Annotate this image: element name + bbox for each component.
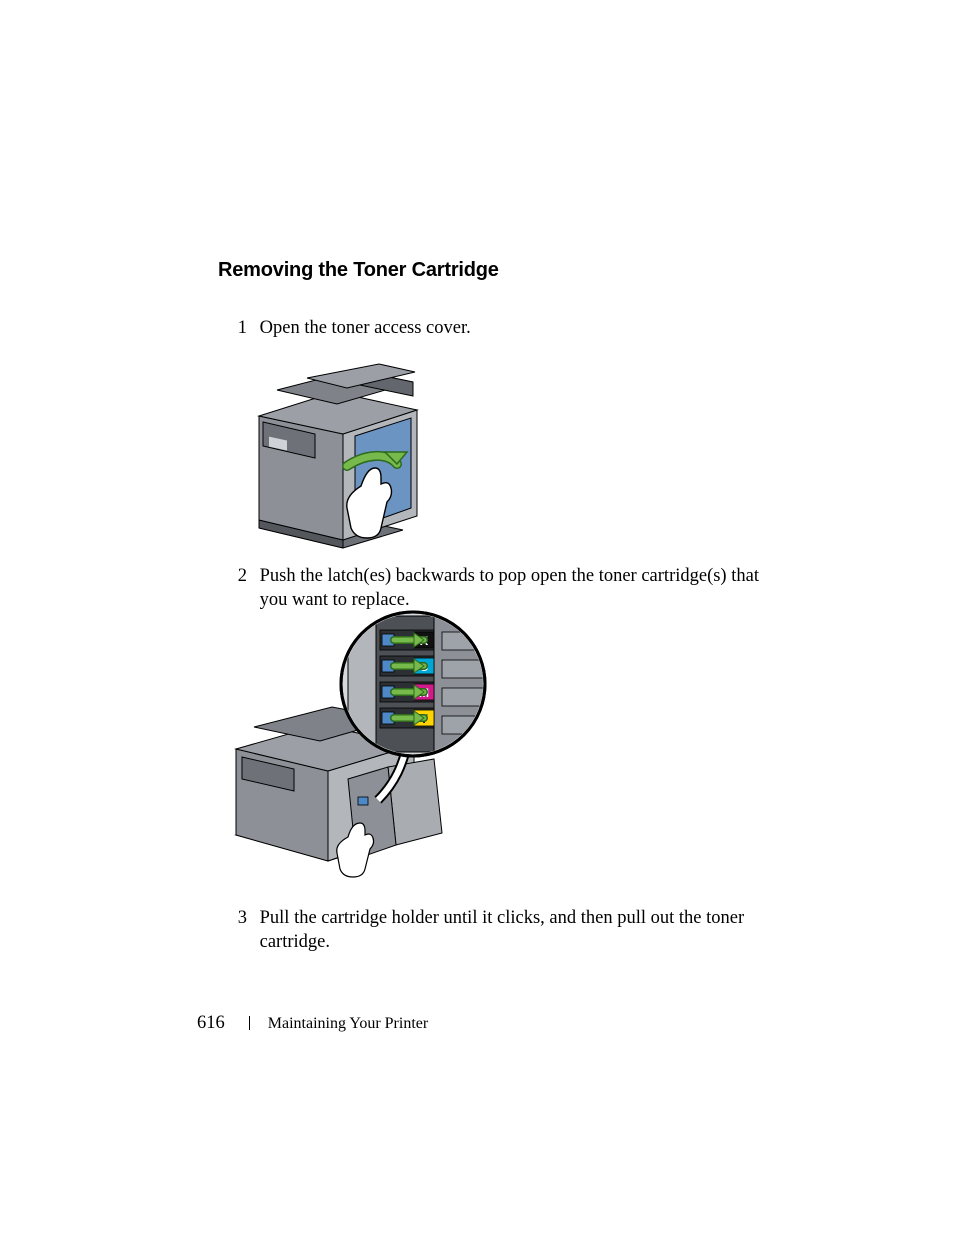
step-1: 1 Open the toner access cover. <box>225 316 785 340</box>
printer-open-cover-illustration <box>247 352 447 552</box>
step-number: 1 <box>225 316 247 340</box>
printer-latches-illustration: K C <box>228 610 508 895</box>
step-text: Push the latch(es) backwards to pop open… <box>260 564 780 613</box>
step-text: Open the toner access cover. <box>260 316 780 340</box>
page-number: 616 <box>197 1013 225 1034</box>
footer-section-title: Maintaining Your Printer <box>268 1015 428 1032</box>
figure-open-cover <box>247 352 447 552</box>
document-page: Removing the Toner Cartridge 1 Open the … <box>0 0 954 1235</box>
figure-latches: K C <box>228 610 508 895</box>
footer-separator <box>249 1016 250 1030</box>
step-3: 3 Pull the cartridge holder until it cli… <box>225 906 785 955</box>
page-footer: 616 Maintaining Your Printer <box>197 1013 428 1034</box>
step-number: 2 <box>225 564 247 588</box>
step-text: Pull the cartridge holder until it click… <box>260 906 780 955</box>
step-2: 2 Push the latch(es) backwards to pop op… <box>225 564 785 613</box>
section-heading: Removing the Toner Cartridge <box>218 259 499 282</box>
step-number: 3 <box>225 906 247 930</box>
